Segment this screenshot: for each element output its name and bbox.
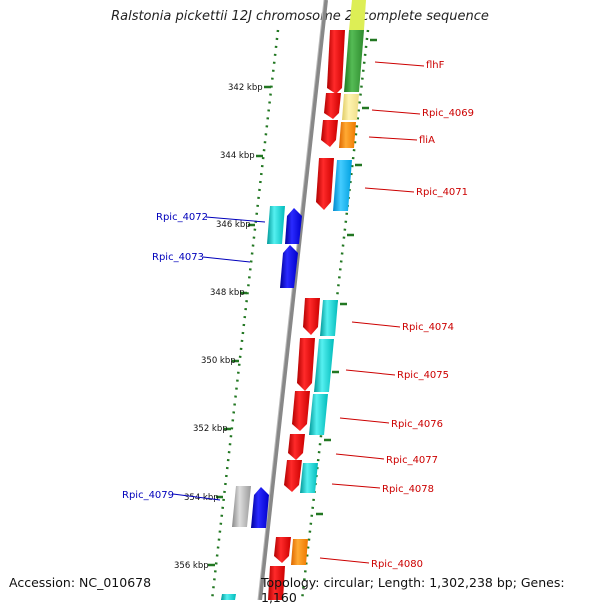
gene-label-rpic-4072[interactable]: Rpic_4072 — [156, 212, 208, 223]
cog-rpic-4078 — [300, 463, 318, 493]
cds-rpic-4069[interactable] — [324, 93, 341, 119]
tick-marks — [208, 85, 271, 567]
cog-bottom-partial — [221, 594, 236, 600]
cds-rpic-4073[interactable] — [280, 245, 298, 288]
cog-top-partial-yellow — [349, 0, 366, 30]
cds-rpic-4080[interactable] — [274, 537, 291, 563]
cog-rpic-4072 — [267, 206, 285, 244]
cds-rpic-4078[interactable] — [284, 460, 302, 492]
leader-lines-blue — [172, 216, 266, 501]
tick-label-352: 352 kbp — [193, 424, 228, 434]
gene-label-flhF[interactable]: flhF — [426, 60, 445, 71]
cds-flhF[interactable] — [327, 30, 345, 94]
genome-backbone-highlight — [257, 0, 325, 600]
tick-label-346: 346 kbp — [216, 220, 251, 230]
cog-rpic-4069 — [342, 94, 359, 120]
cds-bottom-partial[interactable] — [268, 566, 285, 600]
tick-label-350: 350 kbp — [201, 356, 236, 366]
map-title: Ralstonia pickettii 12J chromosome 2, co… — [111, 9, 489, 24]
gene-label-rpic-4078[interactable]: Rpic_4078 — [382, 484, 434, 495]
leader-lines-red — [319, 61, 425, 564]
gene-label-rpic-4071[interactable]: Rpic_4071 — [416, 187, 468, 198]
cog-rpic-4071 — [333, 160, 352, 211]
accession-label: Accession: NC_010678 — [9, 575, 152, 590]
outer-tick-marks — [316, 38, 377, 516]
cds-rpic-4072[interactable] — [285, 208, 302, 244]
gene-label-rpic-4077[interactable]: Rpic_4077 — [386, 455, 438, 466]
tick-label-356: 356 kbp — [174, 561, 209, 571]
cds-rpic-4074[interactable] — [303, 298, 320, 335]
cog-rpic-4079 — [232, 486, 251, 527]
cds-fliA[interactable] — [321, 120, 338, 147]
gene-label-rpic-4073[interactable]: Rpic_4073 — [152, 252, 204, 263]
tick-label-342: 342 kbp — [228, 83, 263, 93]
cog-track-forward — [221, 0, 366, 600]
cds-rpic-4077[interactable] — [288, 434, 305, 460]
cog-flhF — [344, 30, 364, 92]
reverse-cds-track — [251, 208, 302, 528]
gene-label-rpic-4074[interactable]: Rpic_4074 — [402, 322, 454, 333]
cds-rpic-4075[interactable] — [297, 338, 315, 391]
cog-fliA — [339, 122, 356, 148]
forward-cds-track — [268, 30, 345, 600]
tick-label-348: 348 kbp — [210, 288, 245, 298]
cds-rpic-4079[interactable] — [251, 487, 269, 528]
tick-label-344: 344 kbp — [220, 151, 255, 161]
cog-track-reverse — [232, 206, 285, 527]
cog-rpic-4075 — [314, 339, 334, 392]
genome-backbone — [258, 0, 328, 600]
cds-rpic-4076[interactable] — [292, 391, 310, 431]
topology-label: Topology: circular; Length: 1,302,238 bp… — [261, 575, 565, 605]
cds-rpic-4071[interactable] — [316, 158, 334, 210]
gene-label-rpic-4075[interactable]: Rpic_4075 — [397, 370, 449, 381]
gene-label-rpic-4076[interactable]: Rpic_4076 — [391, 419, 443, 430]
cog-rpic-4074 — [320, 300, 338, 336]
gene-label-fliA[interactable]: fliA — [419, 135, 435, 146]
gene-label-rpic-4079[interactable]: Rpic_4079 — [122, 490, 174, 501]
gene-label-rpic-4080[interactable]: Rpic_4080 — [371, 559, 423, 570]
gene-label-rpic-4069[interactable]: Rpic_4069 — [422, 108, 474, 119]
cog-rpic-4080 — [291, 539, 308, 565]
cog-rpic-4076 — [309, 394, 328, 435]
